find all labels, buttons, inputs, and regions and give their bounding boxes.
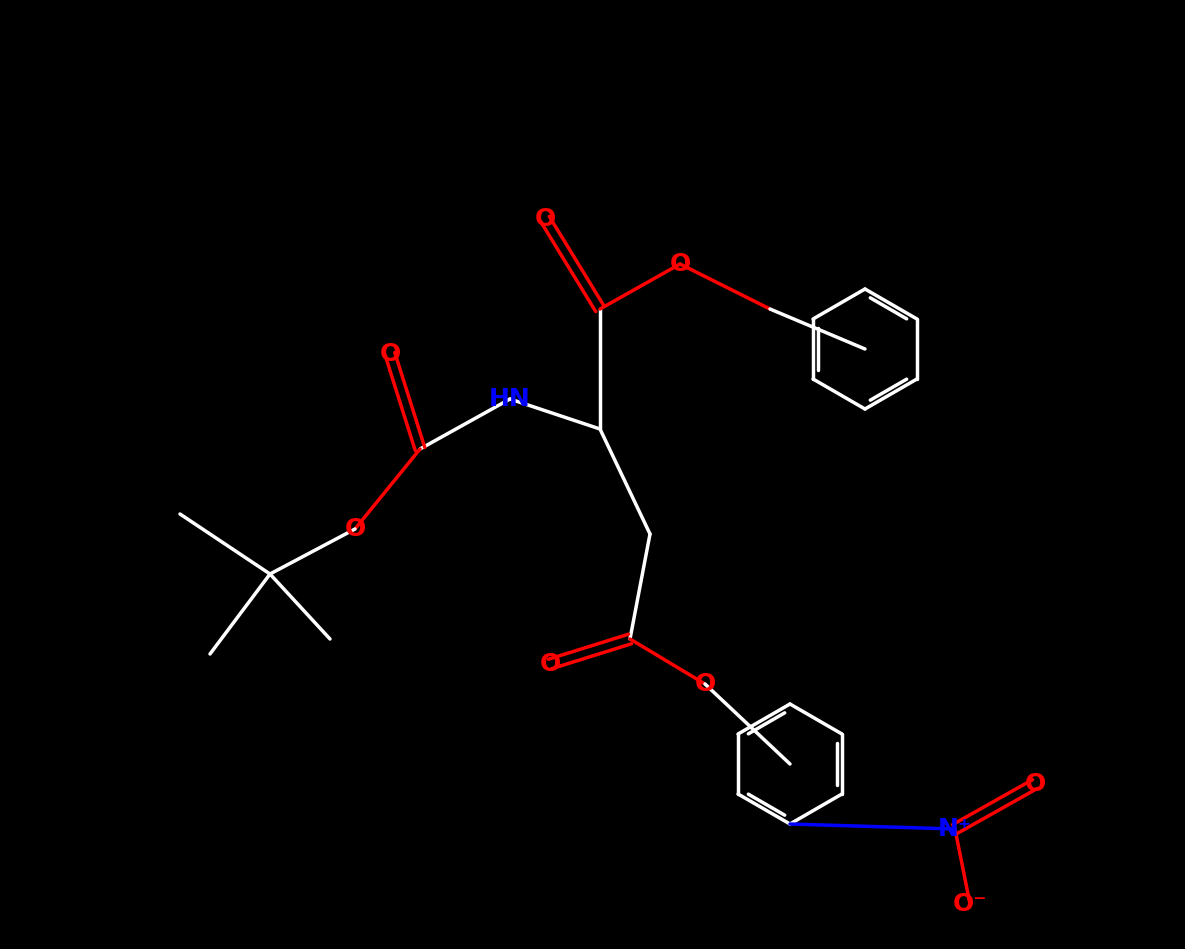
Text: O: O [694,672,716,696]
Text: HN: HN [489,387,531,411]
Text: O: O [345,517,366,541]
Text: O⁻: O⁻ [953,892,987,916]
Text: O: O [379,342,401,366]
Text: O: O [534,207,556,231]
Text: O: O [670,252,691,276]
Text: O: O [1024,772,1045,796]
Text: N⁺: N⁺ [939,817,972,841]
Text: O: O [539,652,561,676]
